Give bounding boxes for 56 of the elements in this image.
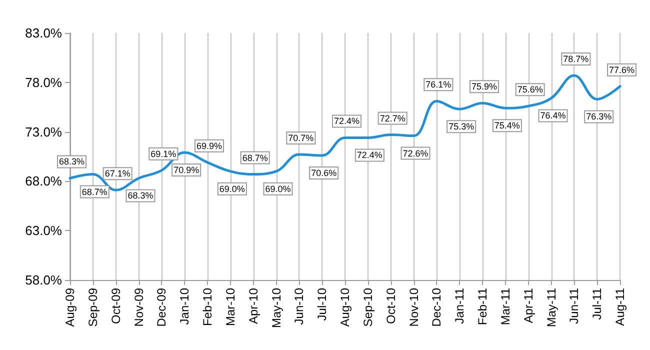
x-tick-label: Jun-10 xyxy=(292,288,306,325)
data-label: 72.4% xyxy=(356,150,382,160)
y-tick-label: 83.0% xyxy=(25,26,62,40)
x-tick-label: Feb-10 xyxy=(200,288,214,326)
x-tick-label: Jul-11 xyxy=(590,288,604,320)
data-label: 68.3% xyxy=(59,156,85,167)
x-tick-label: May-11 xyxy=(544,288,558,328)
x-tick-label: Aug-10 xyxy=(338,288,352,327)
x-tick-label: Jun-11 xyxy=(567,288,582,324)
y-tick-label: 68.0% xyxy=(25,174,62,189)
data-label: 69.0% xyxy=(219,184,245,194)
x-tick-label: Nov-09 xyxy=(132,288,146,327)
data-label: 70.6% xyxy=(311,168,337,178)
x-tick-label: Jan-10 xyxy=(178,288,192,325)
x-tick-label: Jan-11 xyxy=(452,288,467,324)
data-label: 70.7% xyxy=(288,133,314,144)
x-tick-label: Apr-10 xyxy=(246,288,260,324)
y-tick-label: 63.0% xyxy=(25,223,62,238)
x-tick-label: Sep-09 xyxy=(86,288,100,327)
x-tick-label: Aug-09 xyxy=(63,288,77,327)
data-label: 69.0% xyxy=(265,184,291,194)
data-label: 72.6% xyxy=(402,148,428,158)
x-tick-label: Mar-11 xyxy=(498,288,512,326)
data-label: 67.1% xyxy=(104,168,130,179)
data-label: 76.3% xyxy=(586,112,612,122)
y-tick-label: 58.0% xyxy=(25,272,62,288)
y-tick-label: 73.0% xyxy=(25,124,62,140)
data-label: 68.7% xyxy=(242,152,268,163)
data-label: 75.4% xyxy=(494,120,520,131)
data-label: 68.3% xyxy=(128,190,154,201)
data-label: 70.9% xyxy=(174,165,200,176)
x-tick-label: May-10 xyxy=(269,288,284,328)
data-label: 77.6% xyxy=(609,64,635,75)
x-tick-label: Nov-10 xyxy=(406,288,421,327)
x-tick-label: Oct-10 xyxy=(384,288,398,324)
x-tick-label: Sep-10 xyxy=(360,288,375,327)
data-label: 69.1% xyxy=(150,148,176,159)
data-label: 75.6% xyxy=(517,84,543,95)
data-label: 68.7% xyxy=(82,186,108,197)
data-label: 75.3% xyxy=(448,122,474,132)
x-tick-label: Dec-09 xyxy=(154,288,169,327)
x-tick-label: Dec-10 xyxy=(430,288,444,327)
x-tick-label: Feb-11 xyxy=(476,288,490,326)
data-label: 72.7% xyxy=(380,113,406,124)
data-label: 72.4% xyxy=(334,116,360,126)
x-tick-label: Aug-11 xyxy=(613,288,627,326)
data-label: 76.1% xyxy=(426,80,452,90)
data-label: 76.4% xyxy=(540,110,566,121)
x-tick-label: Oct-09 xyxy=(108,288,123,324)
x-tick-label: Mar-10 xyxy=(223,288,238,326)
x-tick-label: Apr-11 xyxy=(521,288,536,324)
y-tick-label: 78.0% xyxy=(25,74,62,90)
data-label: 69.9% xyxy=(196,140,222,151)
x-tick-label: Jul-10 xyxy=(315,288,330,321)
data-label: 78.7% xyxy=(563,54,589,64)
data-label: 75.9% xyxy=(472,82,498,92)
